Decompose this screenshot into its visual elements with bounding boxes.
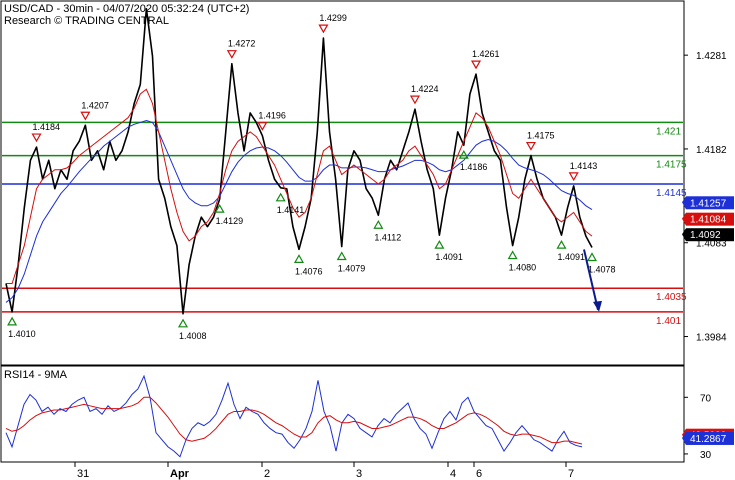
high-marker-1: [31, 133, 42, 143]
projection-arrow: [583, 249, 602, 312]
high-label-12: 1.4224: [411, 84, 439, 94]
rsi-title: RSI14 - 9MA: [4, 369, 68, 381]
chart-subtitle: Research © TRADING CENTRAL: [4, 15, 169, 27]
high-marker-6: [257, 122, 268, 131]
low-marker-20: [586, 252, 598, 262]
x-tick-label-1: Apr: [170, 468, 190, 480]
rsi-y-tick-label-1: 30: [700, 450, 712, 461]
low-marker-16: [507, 250, 518, 260]
x-tick-label-6: 7: [568, 468, 574, 480]
low-label-20: 1.4078: [588, 264, 616, 274]
ma-red-line: [6, 88, 593, 284]
low-marker-8: [293, 254, 305, 263]
price-tag-label-2: 1.4092: [690, 230, 721, 241]
level-label-3: 1.4035: [656, 292, 687, 303]
projection-line: [583, 249, 599, 311]
low-marker-11: [373, 220, 384, 229]
rsi-layer: 70 30: [5, 374, 712, 461]
rsi-panel-frame: [0, 365, 685, 463]
rsi-tag-bg-1: [686, 431, 734, 445]
low-marker-13: [434, 239, 445, 249]
low-marker-18: [556, 239, 567, 249]
rsi-ma-line: [5, 396, 583, 445]
low-marker-3: [177, 318, 189, 328]
level-label-1: 1.4175: [656, 160, 687, 171]
high-marker-5: [226, 50, 237, 59]
rsi-line: [5, 374, 583, 458]
low-label-8: 1.4076: [295, 266, 323, 276]
x-tick-label-2: 2: [264, 468, 270, 480]
low-label-11: 1.4112: [374, 232, 401, 242]
low-label-7: 1.4141: [277, 205, 305, 215]
low-label-13: 1.4091: [435, 252, 463, 262]
y-tick-label-1: 1.4182: [696, 145, 727, 156]
y-tick-label-2: 1.4083: [696, 239, 727, 250]
price-panel-frame: [0, 0, 685, 366]
rsi-tag-pointer-1: [682, 431, 686, 445]
high-label-17: 1.4175: [527, 131, 555, 141]
low-marker-4: [214, 203, 225, 213]
time-x-axis: 31 Apr 2 3 4 6 7: [74, 462, 574, 480]
low-marker-7: [275, 192, 286, 202]
high-marker-12: [409, 95, 421, 105]
low-marker-10: [336, 251, 347, 261]
high-label-15: 1.4261: [472, 49, 500, 59]
low-marker-14: [458, 149, 469, 159]
level-label-2: 1.4145: [656, 188, 687, 199]
level-label-4: 1.401: [656, 316, 681, 327]
x-tick-label-0: 31: [77, 468, 89, 480]
low-label-18: 1.4091: [557, 252, 585, 262]
price-line: [5, 7, 593, 315]
price-series-layer: [5, 7, 593, 315]
horizontal-levels: 1.421 1.4175 1.4145 1.4035 1.401: [2, 121, 687, 327]
rsi-tag-label-1: 41.2867: [690, 434, 727, 445]
price-tag-bg-1: [686, 212, 734, 226]
y-tick-label-0: 1.4281: [696, 51, 727, 62]
low-label-14: 1.4186: [460, 162, 488, 172]
price-tag-pointer-0: [682, 196, 686, 210]
price-tag-pointer-2: [682, 228, 686, 242]
high-marker-15: [470, 60, 482, 70]
high-label-5: 1.4272: [228, 39, 256, 49]
y-tick-label-3: 1.3984: [696, 333, 727, 344]
chart-title: USD/CAD - 30min - 04/07/2020 05:32:24 (U…: [4, 3, 249, 15]
low-label-0: 1.4010: [8, 329, 36, 339]
price-y-axis: 1.4281 1.4182 1.4083 1.3984: [684, 51, 727, 344]
rsi-y-tick-label-0: 70: [700, 393, 712, 404]
price-tag-bg-0: [686, 196, 734, 210]
high-label-1: 1.4184: [33, 122, 61, 132]
high-marker-9: [318, 24, 329, 34]
x-tick-label-5: 6: [476, 468, 482, 480]
high-label-19: 1.4143: [570, 161, 598, 171]
x-tick-label-3: 3: [356, 468, 362, 480]
moving-averages-layer: [5, 88, 593, 303]
level-label-0: 1.421: [656, 126, 681, 137]
projection-arrowhead: [593, 300, 602, 312]
x-tick-label-4: 4: [450, 468, 456, 480]
price-tag-bg-2: [686, 228, 734, 242]
price-tag-pointer-1: [682, 212, 686, 226]
low-label-10: 1.4079: [338, 264, 366, 274]
price-tag-label-0: 1.41257: [690, 198, 727, 209]
pivot-annotations: 1.4010 1.4184 1.4207 1.4008 1.4129 1.4272 1.41…: [7, 13, 616, 341]
high-label-2: 1.4207: [81, 100, 109, 110]
high-marker-17: [525, 141, 536, 151]
low-label-3: 1.4008: [179, 331, 207, 341]
low-label-16: 1.4080: [509, 263, 537, 273]
high-label-6: 1.4196: [258, 111, 286, 121]
low-label-4: 1.4129: [216, 216, 244, 226]
price-tag-label-1: 1.41084: [690, 215, 727, 226]
high-marker-2: [80, 111, 91, 121]
low-marker-0: [7, 316, 18, 326]
high-marker-19: [568, 172, 579, 182]
high-label-9: 1.4299: [319, 13, 347, 23]
